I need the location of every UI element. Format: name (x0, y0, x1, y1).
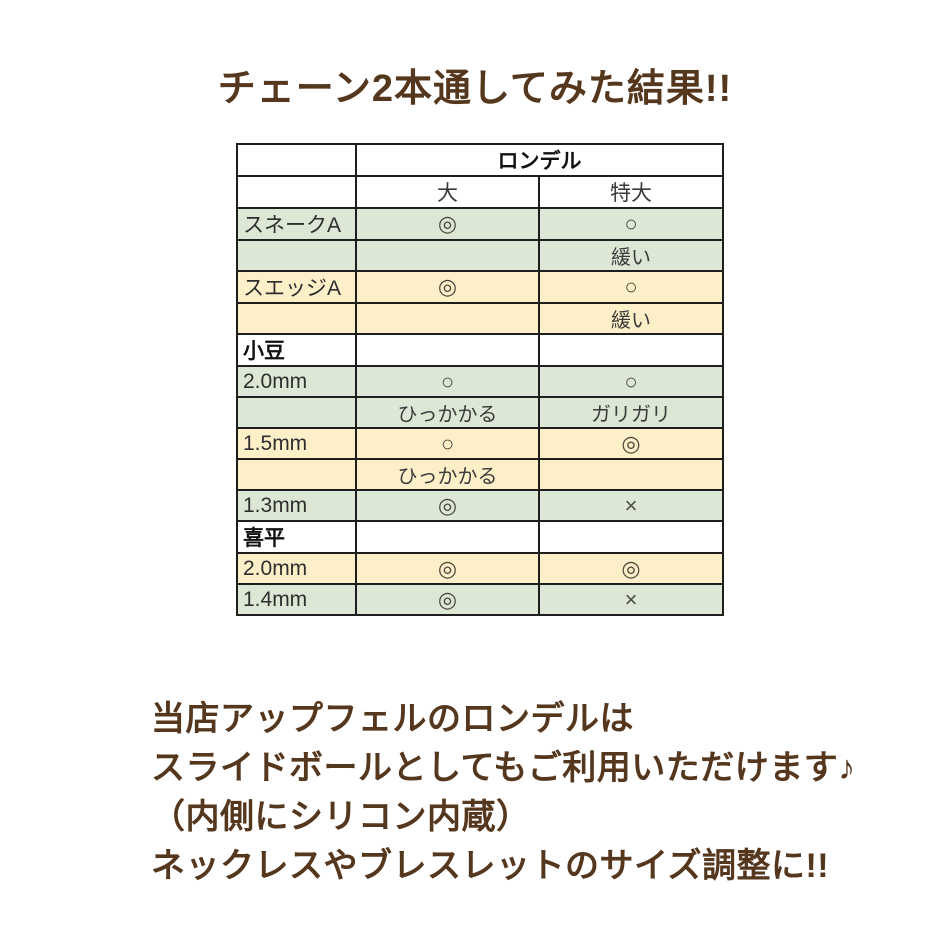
result-table: ロンデル 大 特大 スネークA ◎ ○ 緩い スエッジA ◎ ○ 緩い 小豆 2.0mm ○ ○ ひっか… (236, 143, 724, 616)
table-row: スエッジA ◎ ○ (236, 270, 724, 304)
rating-cell (355, 333, 540, 367)
note-cell (355, 302, 540, 335)
note-cell (355, 239, 540, 272)
note-cell (538, 458, 724, 491)
footer-line: ネックレスやブレスレットのサイズ調整に!! (151, 847, 830, 885)
table-row: 2.0mm ◎ ◎ (236, 552, 724, 585)
corner-cell (236, 143, 357, 177)
note-cell: ひっかかる (355, 396, 540, 429)
rating-cell (538, 520, 724, 554)
row-label (236, 302, 357, 335)
rating-cell: ○ (538, 365, 724, 398)
rating-cell: × (538, 583, 724, 616)
row-label: スエッジA (236, 270, 357, 304)
rating-cell: ○ (355, 365, 540, 398)
note-cell: ひっかかる (355, 458, 540, 491)
footer-line: 当店アップフェルのロンデルは (151, 700, 634, 738)
note-cell: ガリガリ (538, 396, 724, 429)
rating-cell: ○ (538, 270, 724, 304)
rating-cell: ◎ (538, 552, 724, 585)
rating-cell: ◎ (538, 427, 724, 460)
row-label: 1.3mm (236, 489, 357, 522)
column-header-extra-large: 特大 (538, 175, 724, 209)
rating-cell: × (538, 489, 724, 522)
rating-cell: ◎ (355, 489, 540, 522)
table-row: 2.0mm ○ ○ (236, 365, 724, 398)
table-row: 緩い (236, 239, 724, 272)
result-table-body: スネークA ◎ ○ 緩い スエッジA ◎ ○ 緩い 小豆 2.0mm ○ ○ ひっかかる ガリガリ 1.5m… (236, 207, 724, 616)
corner-cell (236, 175, 357, 209)
page-title: チェーン2本通してみた結果!! (217, 68, 733, 110)
row-label: 1.5mm (236, 427, 357, 460)
row-label: 2.0mm (236, 365, 357, 398)
row-label: スネークA (236, 207, 357, 241)
footer-line: スライドボールとしてもご利用いただけます♪ (151, 749, 856, 787)
table-header-columns-row: 大 特大 (236, 175, 724, 209)
table-row: ひっかかる (236, 458, 724, 491)
rating-cell: ◎ (355, 552, 540, 585)
table-row: 1.5mm ○ ◎ (236, 427, 724, 460)
row-label: 2.0mm (236, 552, 357, 585)
table-row: 喜平 (236, 520, 724, 554)
footer-text: 当店アップフェルのロンデルはスライドボールとしてもご利用いただけます♪ （内側にシ… (151, 695, 911, 891)
rating-cell (538, 333, 724, 367)
row-label: 小豆 (236, 333, 357, 367)
row-label (236, 458, 357, 491)
group-header-cell: ロンデル (355, 143, 724, 177)
rating-cell: ◎ (355, 583, 540, 616)
note-cell: 緩い (538, 302, 724, 335)
table-row: 小豆 (236, 333, 724, 367)
table-row: 1.3mm ◎ × (236, 489, 724, 522)
row-label (236, 396, 357, 429)
rating-cell (355, 520, 540, 554)
rating-cell: ◎ (355, 207, 540, 241)
row-label (236, 239, 357, 272)
note-cell: 緩い (538, 239, 724, 272)
rating-cell: ◎ (355, 270, 540, 304)
rating-cell: ○ (538, 207, 724, 241)
table-row: ひっかかる ガリガリ (236, 396, 724, 429)
table-row: スネークA ◎ ○ (236, 207, 724, 241)
rating-cell: ○ (355, 427, 540, 460)
table-row: 緩い (236, 302, 724, 335)
column-header-large: 大 (355, 175, 540, 209)
table-header-group-row: ロンデル (236, 143, 724, 177)
table-row: 1.4mm ◎ × (236, 583, 724, 616)
row-label: 喜平 (236, 520, 357, 554)
footer-line: （内側にシリコン内蔵） (151, 798, 531, 836)
row-label: 1.4mm (236, 583, 357, 616)
